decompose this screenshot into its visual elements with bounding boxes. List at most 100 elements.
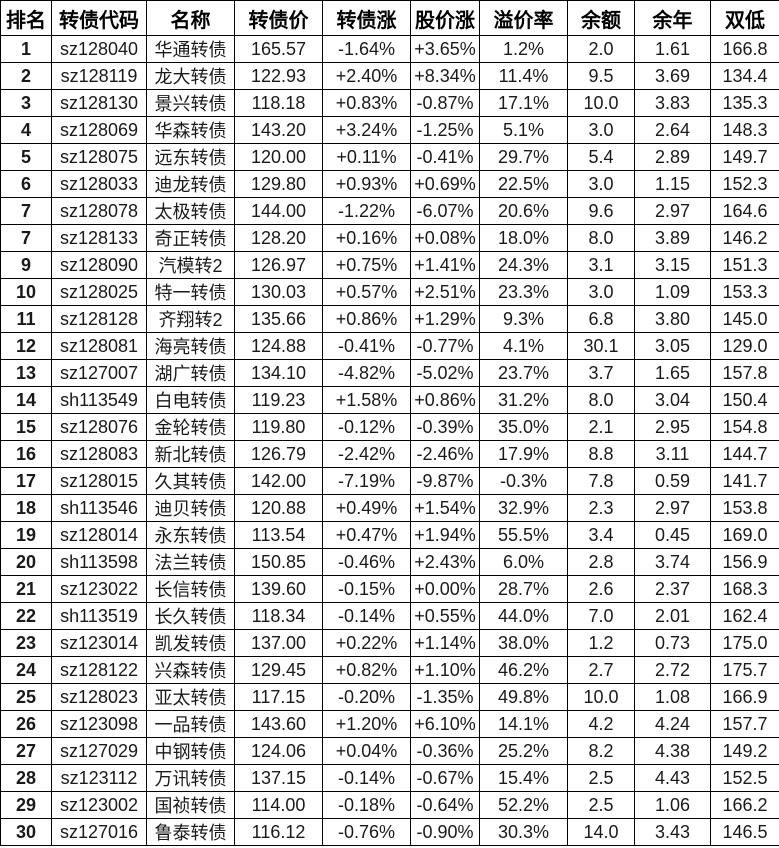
cell-bond-code: sz128014 [51,521,147,549]
cell-bond-change: -0.12% [322,413,411,441]
table-row[interactable]: 25 sz128023 亚太转债 117.15 -0.20% -1.35% 49.8% 10.… [0,683,779,711]
cell-premium-rate: 46.2% [479,656,568,684]
table-row[interactable]: 15 sz128076 金轮转债 119.80 -0.12% -0.39% 35.0% 2.1… [0,413,779,441]
column-header-bond-change[interactable]: 转债涨 [322,0,411,36]
cell-dual-low: 141.7 [710,467,779,495]
cell-rank: 13 [0,359,52,387]
cell-balance: 8.0 [567,386,635,414]
table-row[interactable]: 23 sz123014 凯发转债 137.00 +0.22% +1.14% 38.0% 1.2… [0,629,779,657]
cell-bond-price: 119.80 [234,413,323,441]
cell-bond-change: -0.41% [322,332,411,360]
cell-bond-code: sz128069 [51,116,147,144]
column-header-stock-change[interactable]: 股价涨 [410,0,480,36]
cell-remaining-years: 3.04 [634,386,711,414]
cell-bond-code: sz128119 [51,62,147,90]
cell-bond-name: 白电转债 [146,386,235,414]
table-row[interactable]: 6 sz128033 迪龙转债 129.80 +0.93% +0.69% 22.5% 3.0 1… [0,170,779,198]
cell-balance: 7.8 [567,467,635,495]
cell-remaining-years: 2.64 [634,116,711,144]
cell-rank: 22 [0,602,52,630]
cell-premium-rate: 14.1% [479,710,568,738]
cell-bond-name: 奇正转债 [146,224,235,252]
cell-remaining-years: 2.72 [634,656,711,684]
table-row[interactable]: 17 sz128015 久其转债 142.00 -7.19% -9.87% -0.3% 7.8… [0,467,779,495]
cell-rank: 18 [0,494,52,522]
table-row[interactable]: 7 sz128078 太极转债 144.00 -1.22% -6.07% 20.6% 9.6 2… [0,197,779,225]
cell-bond-code: sz123002 [51,791,147,819]
column-header-code[interactable]: 转债代码 [51,0,147,36]
table-row[interactable]: 26 sz123098 一品转债 143.60 +1.20% +6.10% 14.1% 4.2… [0,710,779,738]
cell-premium-rate: 17.1% [479,89,568,117]
cell-bond-price: 114.00 [234,791,323,819]
table-row[interactable]: 1 sz128040 华通转债 165.57 -1.64% +3.65% 1.2% 2.0 1.… [0,35,779,63]
table-row[interactable]: 2 sz128119 龙大转债 122.93 +2.40% +8.34% 11.4% 9.5 3… [0,62,779,90]
table-row[interactable]: 29 sz123002 国祯转债 114.00 -0.18% -0.64% 52.2% 2.5… [0,791,779,819]
table-row[interactable]: 13 sz127007 湖广转债 134.10 -4.82% -5.02% 23.7% 3.7… [0,359,779,387]
cell-stock-change: -0.77% [410,332,480,360]
column-header-balance[interactable]: 余额 [567,0,635,36]
cell-bond-price: 117.15 [234,683,323,711]
table-row[interactable]: 27 sz127029 中钢转债 124.06 +0.04% -0.36% 25.2% 8.2… [0,737,779,765]
table-row[interactable]: 22 sh113519 长久转债 118.34 -0.14% +0.55% 44.0% 7.0… [0,602,779,630]
cell-dual-low: 166.2 [710,791,779,819]
table-row[interactable]: 24 sz128122 兴森转债 129.45 +0.82% +1.10% 46.2% 2.7… [0,656,779,684]
cell-dual-low: 153.3 [710,278,779,306]
table-row[interactable]: 16 sz128083 新北转债 126.79 -2.42% -2.46% 17.9% 8.8… [0,440,779,468]
table-row[interactable]: 4 sz128069 华森转债 143.20 +3.24% -1.25% 5.1% 3.0 2.… [0,116,779,144]
table-row[interactable]: 20 sh113598 法兰转债 150.85 -0.46% +2.43% 6.0% 2.8 3… [0,548,779,576]
cell-bond-name: 兴森转债 [146,656,235,684]
cell-remaining-years: 3.43 [634,818,711,846]
cell-rank: 14 [0,386,52,414]
cell-stock-change: -0.87% [410,89,480,117]
cell-premium-rate: 23.3% [479,278,568,306]
cell-premium-rate: 5.1% [479,116,568,144]
table-row[interactable]: 12 sz128081 海亮转债 124.88 -0.41% -0.77% 4.1% 30.1… [0,332,779,360]
cell-bond-code: sz128076 [51,413,147,441]
cell-balance: 2.0 [567,35,635,63]
cell-balance: 2.8 [567,548,635,576]
cell-stock-change: -6.07% [410,197,480,225]
cell-stock-change: +3.65% [410,35,480,63]
cell-dual-low: 169.0 [710,521,779,549]
cell-rank: 7 [0,224,52,252]
column-header-price[interactable]: 转债价 [234,0,323,36]
table-row[interactable]: 10 sz128025 特一转债 130.03 +0.57% +2.51% 23.3% 3.0… [0,278,779,306]
cell-rank: 3 [0,89,52,117]
cell-bond-name: 法兰转债 [146,548,235,576]
cell-rank: 17 [0,467,52,495]
cell-bond-price: 150.85 [234,548,323,576]
cell-dual-low: 129.0 [710,332,779,360]
cell-bond-code: sz128122 [51,656,147,684]
table-row[interactable]: 14 sh113549 白电转债 119.23 +1.58% +0.86% 31.2% 8.0… [0,386,779,414]
column-header-rank[interactable]: 排名 [0,0,52,36]
column-header-name[interactable]: 名称 [146,0,235,36]
table-header-row: 排名 转债代码 名称 转债价 转债涨 股价涨 溢价率 余额 余年 双低 [0,0,779,36]
table-row[interactable]: 7 sz128133 奇正转债 128.20 +0.16% +0.08% 18.0% 8.0 3… [0,224,779,252]
cell-bond-code: sz127007 [51,359,147,387]
table-row[interactable]: 19 sz128014 永东转债 113.54 +0.47% +1.94% 55.5% 3.4… [0,521,779,549]
column-header-years[interactable]: 余年 [634,0,711,36]
cell-bond-code: sz128133 [51,224,147,252]
cell-balance: 5.4 [567,143,635,171]
cell-premium-rate: 9.3% [479,305,568,333]
cell-rank: 20 [0,548,52,576]
cell-bond-price: 113.54 [234,521,323,549]
table-row[interactable]: 30 sz127016 鲁泰转债 116.12 -0.76% -0.90% 30.3% 14.… [0,818,779,846]
table-row[interactable]: 5 sz128075 远东转债 120.00 +0.11% -0.41% 29.7% 5.4 2… [0,143,779,171]
cell-dual-low: 146.5 [710,818,779,846]
table-row[interactable]: 28 sz123112 万讯转债 137.15 -0.14% -0.67% 15.4% 2.5… [0,764,779,792]
table-row[interactable]: 21 sz123022 长信转债 139.60 -0.15% +0.00% 28.7% 2.6… [0,575,779,603]
cell-stock-change: +8.34% [410,62,480,90]
cell-rank: 9 [0,251,52,279]
cell-premium-rate: 24.3% [479,251,568,279]
table-row[interactable]: 11 sz128128 齐翔转2 135.66 +0.86% +1.29% 9.3% 6.8 3… [0,305,779,333]
table-row[interactable]: 18 sh113546 迪贝转债 120.88 +0.49% +1.54% 32.9% 2.3… [0,494,779,522]
cell-rank: 16 [0,440,52,468]
table-row[interactable]: 9 sz128090 汽模转2 126.97 +0.75% +1.41% 24.3% 3.1 3… [0,251,779,279]
cell-dual-low: 146.2 [710,224,779,252]
cell-dual-low: 156.9 [710,548,779,576]
cell-stock-change: -1.25% [410,116,480,144]
table-row[interactable]: 3 sz128130 景兴转债 118.18 +0.83% -0.87% 17.1% 10.0… [0,89,779,117]
column-header-premium[interactable]: 溢价率 [479,0,568,36]
column-header-dual-low[interactable]: 双低 [710,0,779,36]
